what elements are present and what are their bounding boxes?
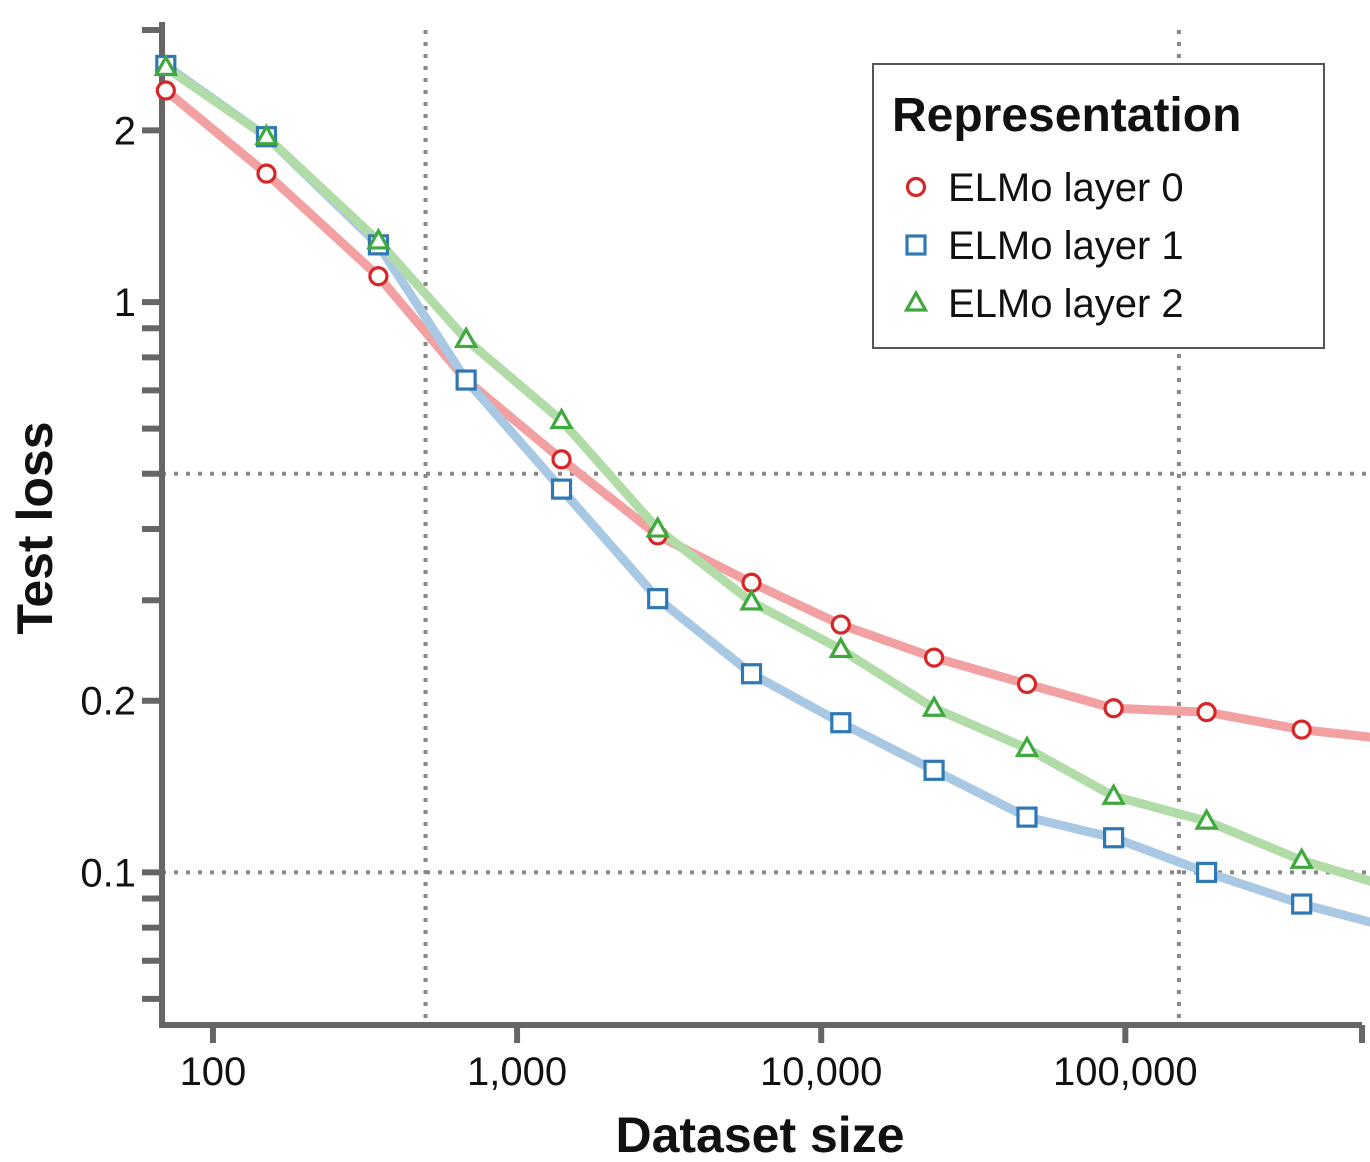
data-point <box>155 80 176 101</box>
series-line <box>161 60 1370 927</box>
data-point <box>1014 735 1040 757</box>
data-point <box>1016 673 1038 695</box>
data-point <box>647 588 669 610</box>
data-point <box>1101 782 1126 805</box>
x-axis-title: Dataset size <box>615 1107 904 1162</box>
data-point <box>256 163 277 184</box>
y-axis-title: Test loss <box>7 421 63 634</box>
legend-entry-label: ELMo layer 1 <box>948 224 1184 268</box>
y-tick-label: 0.2 <box>80 680 136 724</box>
legend-box <box>872 63 1325 349</box>
data-point <box>645 515 670 538</box>
data-point <box>921 694 947 717</box>
data-point <box>1291 893 1313 915</box>
data-point <box>830 614 851 635</box>
x-tick-label: 1,000 <box>467 1050 567 1094</box>
data-point <box>550 478 573 500</box>
data-point <box>455 369 477 391</box>
data-point <box>828 636 854 659</box>
data-point <box>1103 698 1124 719</box>
data-point <box>254 123 279 146</box>
data-point <box>551 449 572 470</box>
triangle-marker-icon <box>903 289 929 312</box>
y-tick-label: 1 <box>114 281 136 325</box>
data-point <box>453 326 479 349</box>
data-point <box>1103 827 1125 849</box>
data-point <box>1195 861 1218 883</box>
legend-entry-label: ELMo layer 0 <box>948 166 1184 210</box>
legend-title: Representation <box>892 89 1241 142</box>
x-tick-label: 100,000 <box>1053 1050 1198 1094</box>
data-point <box>1291 719 1312 740</box>
data-point <box>153 54 179 76</box>
data-point <box>549 407 574 430</box>
legend-entries: ELMo layer 0 ELMo layer 1 ELMo layer 2 <box>903 166 1184 326</box>
data-point <box>739 588 764 611</box>
data-point <box>923 759 945 781</box>
circle-marker-icon <box>905 176 927 198</box>
series-markers <box>153 54 1314 915</box>
y-tick-label: 0.1 <box>80 851 136 895</box>
data-point <box>366 227 391 250</box>
series-line <box>161 86 1370 742</box>
square-marker-icon <box>905 234 927 256</box>
axes <box>142 22 1365 1043</box>
data-point <box>740 663 763 685</box>
data-point <box>1016 806 1038 828</box>
legend-entry-label: ELMo layer 2 <box>948 282 1184 326</box>
x-tick-label: 100 <box>180 1050 247 1094</box>
data-point <box>923 647 945 668</box>
y-tick-label: 2 <box>114 109 136 153</box>
x-tick-labels: 100 1,000 10,000 100,000 <box>180 1050 1198 1094</box>
series-line <box>161 62 1370 886</box>
x-tick-label: 10,000 <box>760 1050 882 1094</box>
data-point <box>1194 807 1219 830</box>
data-point <box>1289 847 1314 869</box>
y-tick-labels: 2 1 0.2 0.1 <box>80 109 136 895</box>
data-point <box>368 266 389 287</box>
data-point <box>1196 702 1217 723</box>
data-point <box>830 712 852 734</box>
series-lines <box>161 60 1370 927</box>
